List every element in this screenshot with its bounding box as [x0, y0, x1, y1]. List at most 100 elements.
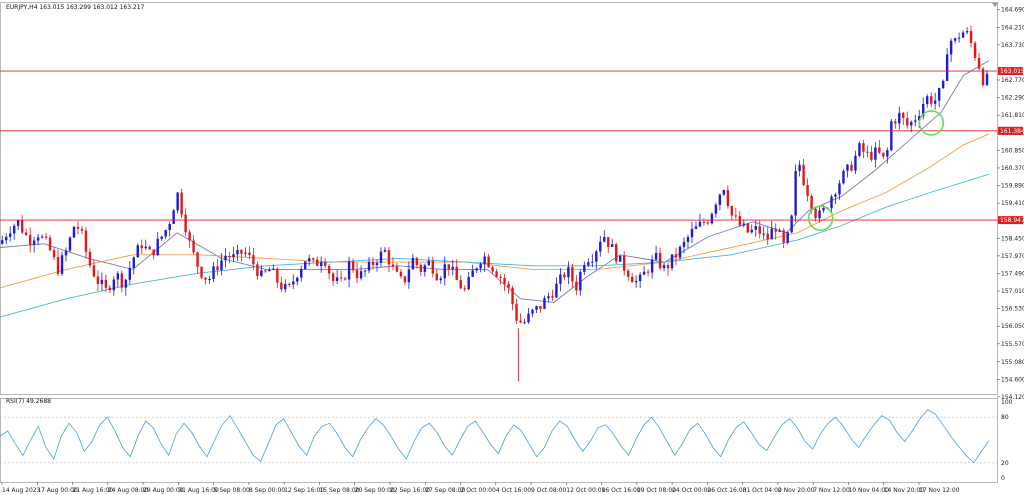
bull-candle: [650, 259, 654, 273]
bull-candle: [347, 261, 351, 280]
time-tick-label: 26 Oct 16:00: [707, 487, 746, 494]
bull-candle: [634, 281, 638, 283]
bull-candle: [846, 164, 849, 171]
bear-candle: [730, 206, 734, 216]
time-tick-label: 27 Sep 08:00: [425, 487, 465, 494]
rsi-tick-label: 80: [1001, 414, 1009, 421]
price-tick-label: 156.050: [1001, 323, 1024, 330]
bear-candle: [981, 68, 985, 86]
rsi-tick-label: 100: [1001, 399, 1013, 406]
highlight-circle: [807, 205, 834, 231]
bull-candle: [164, 230, 167, 237]
bull-candle: [718, 194, 722, 205]
bull-candle: [798, 164, 801, 171]
bull-candle: [335, 277, 339, 281]
bull-candle: [818, 210, 821, 219]
rsi-pane[interactable]: [0, 398, 998, 483]
price-tick-label: 161.810: [1001, 112, 1024, 119]
bear-candle: [435, 273, 438, 281]
bear-candle: [734, 215, 738, 217]
bear-candle: [276, 268, 279, 283]
bull-candle: [1, 240, 4, 244]
bull-candle: [698, 221, 702, 227]
bear-candle: [323, 262, 327, 266]
price-tick-label: 160.850: [1001, 147, 1024, 154]
bear-candle: [312, 258, 315, 260]
bear-candle: [419, 264, 423, 272]
bear-candle: [626, 270, 630, 277]
bull-candle: [523, 322, 526, 324]
bull-candle: [176, 192, 179, 211]
bull-candle: [830, 196, 833, 209]
time-tick-label: 15 Sep 08:00: [319, 487, 359, 494]
bear-candle: [52, 250, 56, 258]
bear-candle: [519, 320, 522, 323]
bear-candle: [391, 264, 395, 267]
bull-candle: [953, 38, 957, 41]
bear-candle: [702, 221, 706, 223]
bull-candle: [232, 254, 235, 258]
time-tick-label: 5 Sep 08:00: [214, 487, 250, 494]
price-pane[interactable]: [0, 2, 998, 395]
bull-candle: [471, 270, 474, 277]
time-tick-label: 24 Oct 00:00: [672, 487, 711, 494]
bull-candle: [383, 250, 387, 252]
bull-candle: [308, 258, 311, 262]
bull-candle: [838, 183, 841, 195]
bear-candle: [24, 232, 28, 235]
bull-candle: [300, 268, 303, 278]
bear-candle: [726, 190, 730, 207]
bull-candle: [937, 88, 941, 101]
bull-candle: [914, 120, 917, 122]
level-price-tag: [998, 216, 1023, 225]
bear-candle: [615, 244, 618, 262]
bull-candle: [682, 241, 686, 247]
bull-candle: [918, 116, 921, 121]
bear-candle: [882, 152, 885, 157]
time-tick-label: 31 Aug 16:00: [178, 487, 219, 494]
bull-candle: [834, 194, 837, 197]
bear-candle: [802, 164, 805, 185]
rsi-pane-frame: [0, 398, 998, 483]
bull-candle: [587, 262, 590, 266]
bear-candle: [866, 151, 869, 153]
bear-candle: [104, 279, 108, 288]
bear-candle: [431, 260, 435, 274]
bear-candle: [455, 266, 458, 281]
bull-candle: [941, 80, 945, 89]
bear-candle: [810, 195, 813, 209]
bull-candle: [678, 246, 682, 258]
bull-candle: [531, 309, 534, 314]
bear-candle: [192, 240, 195, 253]
bear-candle: [108, 287, 112, 291]
bull-candle: [786, 232, 789, 243]
bear-candle: [814, 208, 817, 219]
bear-candle: [906, 118, 909, 126]
bear-candle: [252, 255, 255, 265]
bear-candle: [806, 184, 809, 196]
bear-candle: [200, 266, 203, 278]
bull-candle: [854, 155, 857, 171]
bull-candle: [949, 40, 953, 55]
ma_slow-line: [0, 173, 990, 318]
bear-candle: [339, 277, 343, 279]
bull-candle: [694, 226, 698, 229]
bull-candle: [595, 251, 598, 262]
bull-candle: [858, 143, 861, 156]
bull-candle: [670, 254, 674, 269]
bear-candle: [539, 306, 542, 309]
bull-candle: [603, 237, 606, 242]
bear-candle: [351, 261, 355, 271]
price-tick-label: 160.370: [1001, 165, 1024, 172]
bear-candle: [878, 147, 881, 153]
bull-candle: [567, 266, 570, 278]
bull-candle: [654, 252, 658, 260]
bull-candle: [599, 241, 602, 252]
time-tick-label: 9 Oct 08:00: [531, 487, 566, 494]
bull-candle: [8, 233, 12, 237]
price-tick-label: 164.210: [1001, 24, 1024, 31]
time-tick-label: 21 Aug 16:00: [73, 487, 114, 494]
bull-candle: [559, 274, 562, 284]
bear-candle: [228, 255, 231, 258]
